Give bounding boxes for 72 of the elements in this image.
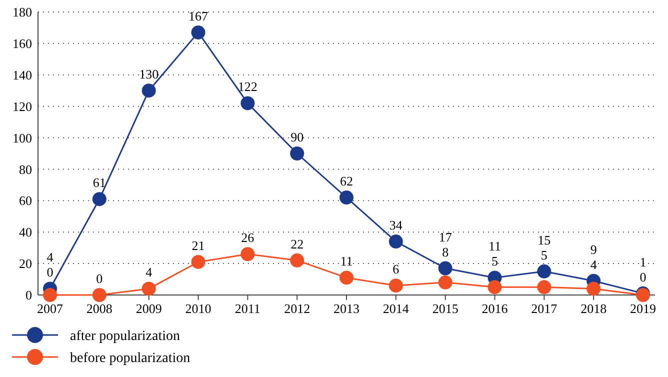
point xyxy=(191,25,206,40)
point xyxy=(92,288,106,302)
x-tick-label: 2007 xyxy=(37,301,64,316)
data-label: 122 xyxy=(238,79,258,94)
point xyxy=(142,84,156,98)
data-label: 22 xyxy=(290,236,304,252)
x-tick-label: 2019 xyxy=(630,301,656,316)
point xyxy=(438,275,452,290)
y-tick-label: 80 xyxy=(19,162,32,177)
data-label: 61 xyxy=(92,175,106,190)
y-tick-label: 140 xyxy=(12,67,32,82)
y-tick-label: 160 xyxy=(12,36,32,51)
data-label: 130 xyxy=(139,66,159,82)
data-label: 0 xyxy=(640,269,646,284)
x-tick-label: 2014 xyxy=(382,301,410,316)
data-label: 4 xyxy=(590,256,598,272)
y-tick-label: 60 xyxy=(19,193,32,208)
data-label: 4 xyxy=(46,250,54,265)
x-tick-label: 2016 xyxy=(482,301,508,316)
x-tick-label: 2018 xyxy=(580,301,607,316)
legend-label: before popularization xyxy=(70,350,190,366)
data-label: 5 xyxy=(540,247,548,262)
point xyxy=(240,247,255,262)
data-label: 21 xyxy=(192,238,205,253)
data-label: 17 xyxy=(438,229,452,244)
data-label: 167 xyxy=(188,8,208,24)
point xyxy=(92,192,106,206)
legend-label: after popularization xyxy=(70,328,180,344)
data-label: 11 xyxy=(488,238,502,254)
point xyxy=(290,253,304,268)
y-tick-label: 40 xyxy=(19,224,32,240)
point xyxy=(290,146,304,160)
data-label: 11 xyxy=(340,254,353,269)
point xyxy=(240,96,255,110)
data-label: 6 xyxy=(392,262,400,277)
x-tick-label: 2013 xyxy=(334,301,360,316)
point xyxy=(388,234,403,249)
data-label: 0 xyxy=(96,271,103,286)
point xyxy=(340,190,354,205)
point xyxy=(586,282,601,296)
data-label: 26 xyxy=(241,230,255,246)
data-label: 15 xyxy=(538,232,551,248)
y-tick-label: 0 xyxy=(26,288,32,303)
point xyxy=(43,288,57,302)
x-tick-label: 2009 xyxy=(136,301,162,316)
x-tick-label: 2017 xyxy=(531,301,558,316)
x-tick-label: 2008 xyxy=(86,301,112,316)
x-tick-label: 2015 xyxy=(432,301,458,316)
data-label: 34 xyxy=(389,218,403,233)
data-label: 8 xyxy=(442,244,449,260)
x-tick-label: 2011 xyxy=(234,301,260,316)
y-tick-label: 120 xyxy=(12,98,32,114)
point xyxy=(388,278,403,293)
data-label: 9 xyxy=(590,242,597,257)
point xyxy=(142,282,156,296)
x-tick-label: 2012 xyxy=(284,301,310,316)
y-tick-label: 100 xyxy=(12,130,32,146)
data-label: 1 xyxy=(640,254,646,270)
point xyxy=(191,254,206,269)
y-tick-label: 180 xyxy=(12,4,32,20)
point xyxy=(340,270,354,285)
point xyxy=(537,280,552,294)
data-label: 4 xyxy=(146,264,153,280)
point xyxy=(488,280,502,294)
data-label: 0 xyxy=(46,264,54,280)
y-tick-label: 20 xyxy=(19,256,32,272)
data-label: 5 xyxy=(492,254,498,269)
x-tick-label: 2010 xyxy=(185,301,212,316)
point xyxy=(438,261,452,276)
data-label: 90 xyxy=(290,130,304,144)
point xyxy=(537,264,552,278)
data-label: 62 xyxy=(340,174,353,189)
